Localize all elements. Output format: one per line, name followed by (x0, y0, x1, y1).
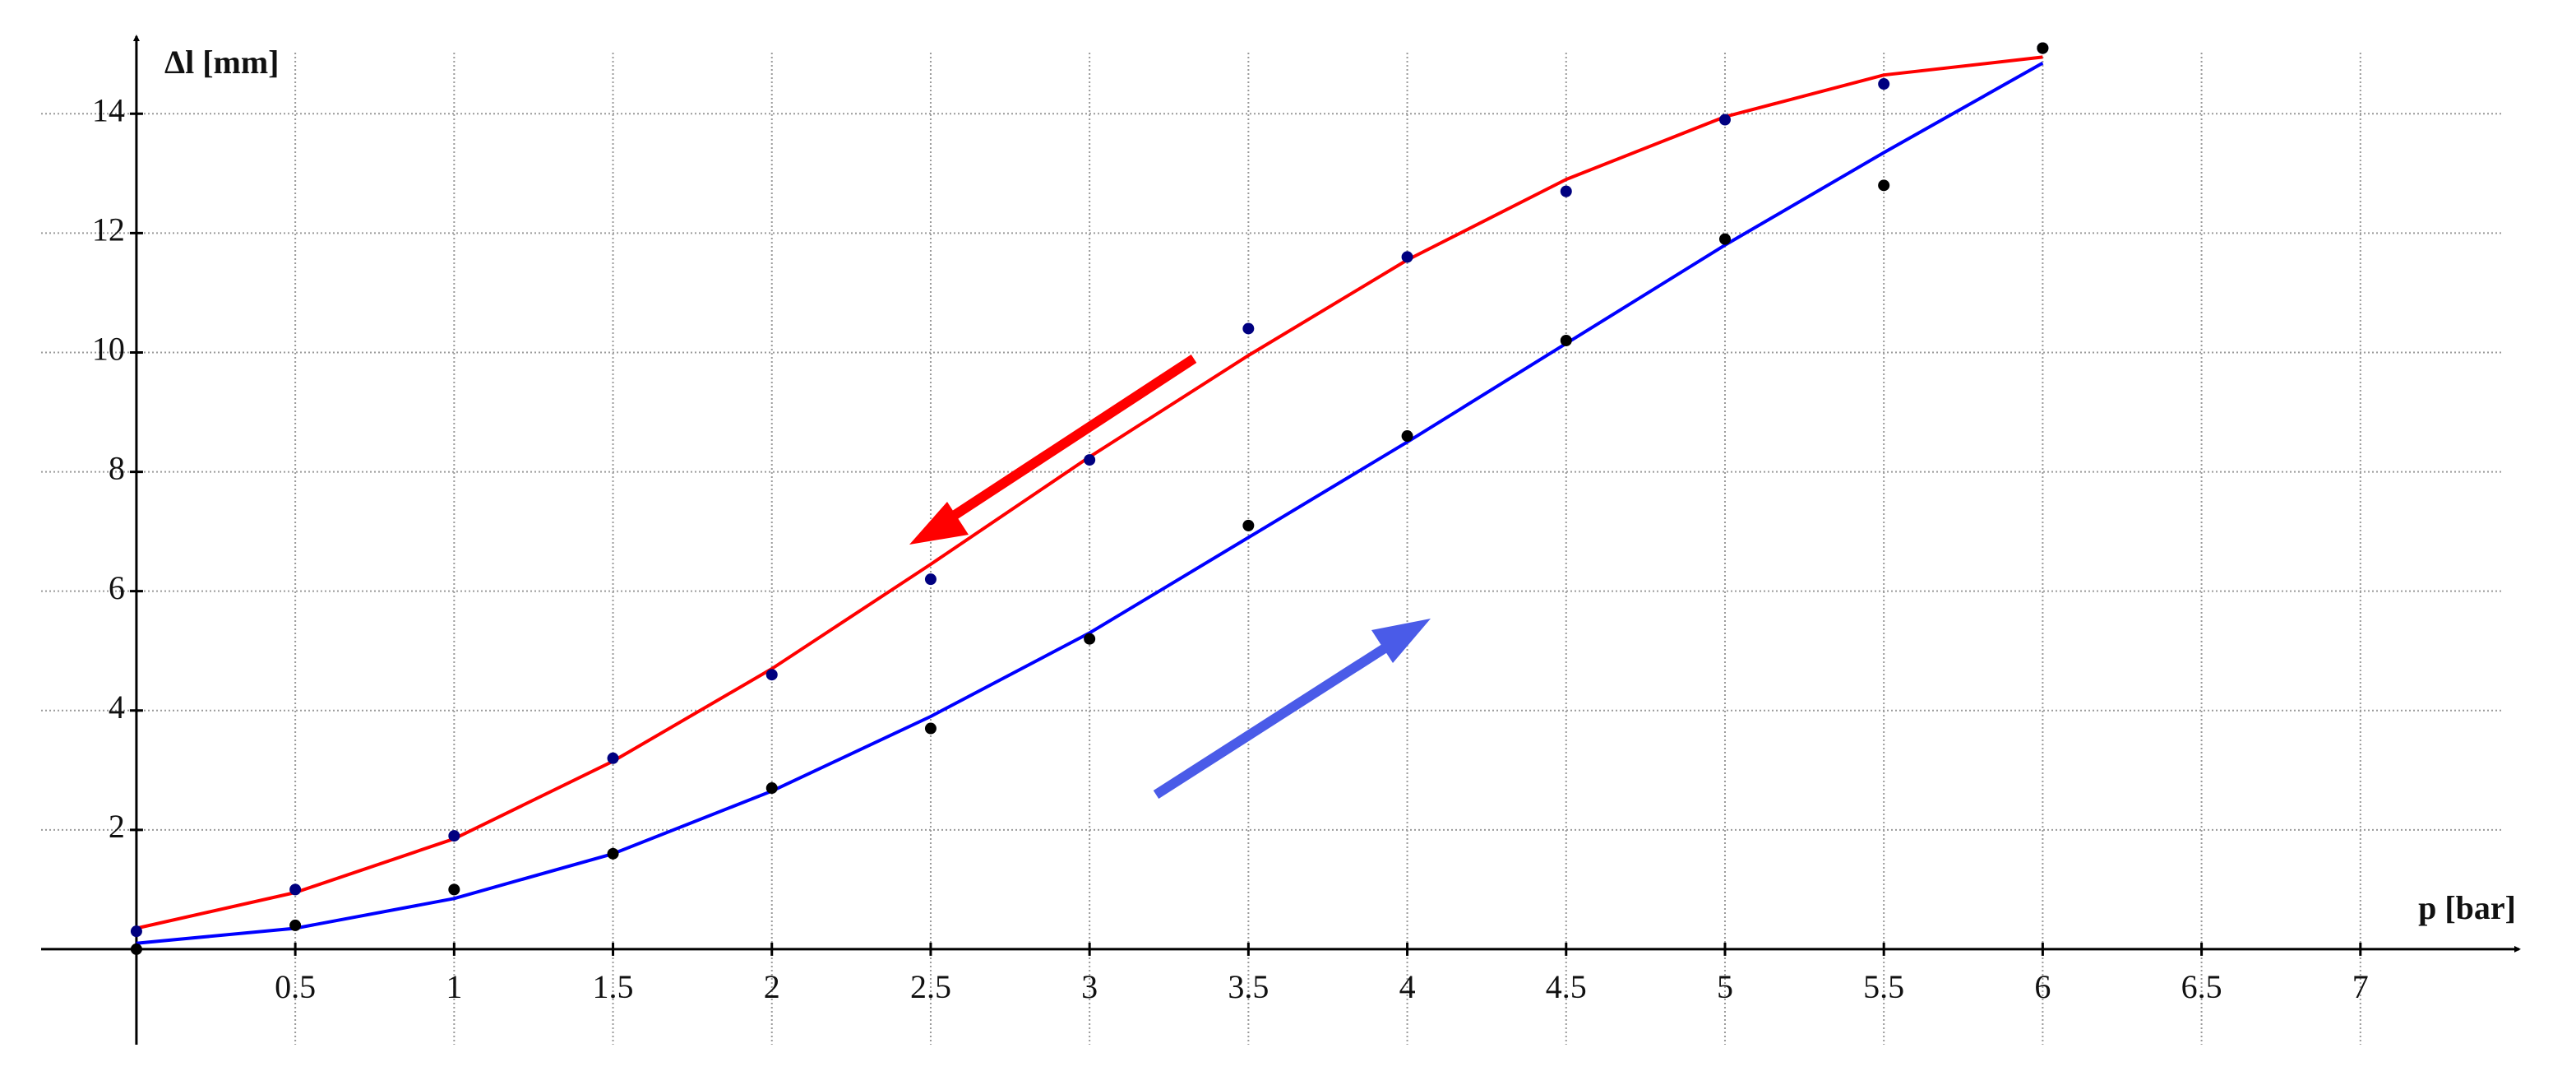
x-tick-label: 1.5 (593, 968, 634, 1005)
data-point (1718, 233, 1731, 245)
arrow-head (909, 502, 969, 545)
x-axis-label: p [bar] (2418, 889, 2516, 926)
x-tick-label: 6 (2034, 968, 2051, 1005)
data-point (1242, 519, 1255, 531)
x-tick-label: 3 (1081, 968, 1098, 1005)
data-point (2037, 42, 2049, 54)
data-point (1560, 185, 1572, 197)
x-tick-label: 4.5 (1546, 968, 1587, 1005)
grid (41, 53, 2503, 1045)
data-point (1084, 633, 1096, 645)
data-point (607, 752, 619, 764)
data-point (1242, 322, 1255, 335)
data-point (1401, 430, 1413, 443)
y-tick-label: 4 (109, 689, 125, 726)
y-tick-label: 12 (92, 211, 125, 248)
x-tick-label: 4 (1399, 968, 1416, 1005)
data-point (130, 943, 142, 955)
y-tick-label: 10 (92, 331, 125, 368)
data-point (765, 669, 778, 681)
arrow-unloading (909, 354, 1197, 545)
y-tick-label: 2 (109, 808, 125, 845)
axes: 0.5 1 1.5 2 2.5 3 3.5 4 4.5 5 5.5 6 6.5 7 2 4 6 8 10 12 14 (41, 35, 2521, 1045)
data-point (1401, 251, 1413, 263)
fit-curve (136, 61, 2044, 945)
y-tick-label: 6 (109, 569, 125, 606)
data-point (448, 883, 460, 896)
data-point (607, 847, 619, 860)
arrow-loading (1153, 619, 1431, 800)
arrow-shaft (934, 354, 1197, 531)
x-tick-label: 0.5 (275, 968, 316, 1005)
arrow-shaft (1153, 632, 1406, 800)
x-tick-label: 2 (764, 968, 780, 1005)
data-point (448, 830, 460, 842)
data-point (1560, 334, 1572, 346)
data-point (765, 782, 778, 795)
x-tick-label: 6.5 (2181, 968, 2222, 1005)
data-point (289, 919, 302, 931)
y-tick-label: 8 (109, 450, 125, 487)
x-tick-label: 5 (1717, 968, 1733, 1005)
data-point (289, 883, 302, 896)
marks (130, 42, 2049, 955)
data-point (1718, 114, 1731, 126)
x-tick-label: 7 (2352, 968, 2369, 1005)
data-point (130, 925, 142, 938)
data-point (1084, 454, 1096, 466)
x-tick-label: 3.5 (1228, 968, 1269, 1005)
y-tick-label: 14 (92, 91, 125, 128)
y-axis-label: Δl [mm] (164, 44, 279, 81)
data-point (924, 573, 937, 586)
x-tick-label: 1 (446, 968, 462, 1005)
data-point (1878, 78, 1890, 90)
x-tick-label: 5.5 (1863, 968, 1904, 1005)
data-point (1878, 179, 1890, 192)
arrow-head (1371, 619, 1431, 663)
data-point (924, 722, 937, 735)
x-tick-label: 2.5 (910, 968, 951, 1005)
